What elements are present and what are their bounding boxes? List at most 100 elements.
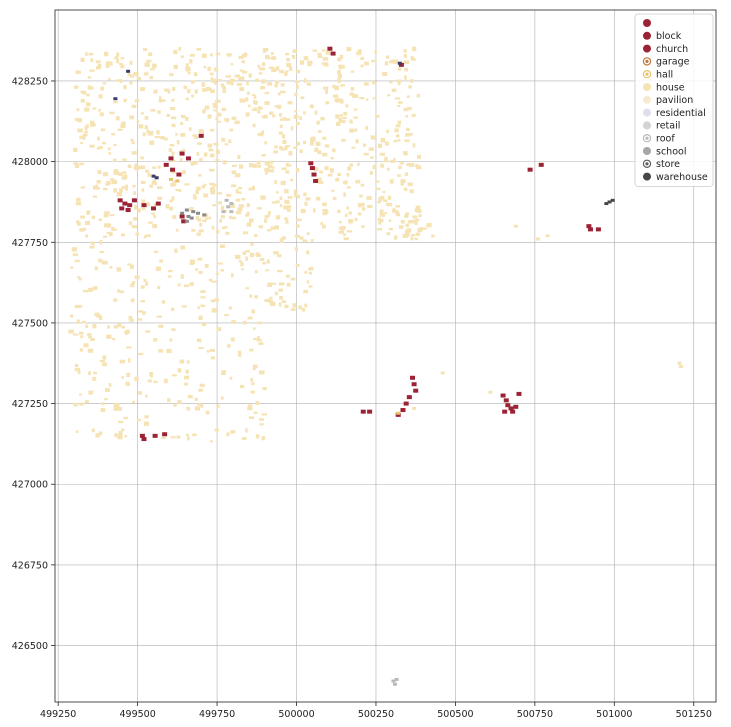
building-house <box>342 65 346 69</box>
building-house <box>99 112 104 117</box>
building-house <box>132 400 135 404</box>
building-house <box>200 296 206 299</box>
building-house <box>204 105 210 110</box>
building-house <box>246 203 251 208</box>
building-house <box>257 110 261 114</box>
building-house <box>355 179 361 184</box>
building-house <box>379 209 384 214</box>
building-house <box>230 430 236 434</box>
plot-frame <box>54 9 717 703</box>
building-house <box>365 125 369 131</box>
building-warehouse <box>604 202 609 206</box>
building-house <box>285 70 289 73</box>
building-house <box>187 436 190 441</box>
building-house <box>292 49 297 53</box>
building-house <box>143 72 149 76</box>
building-house <box>318 181 324 184</box>
building-house <box>386 232 391 236</box>
building-house <box>337 69 341 75</box>
building-roof <box>221 210 226 214</box>
building-house <box>290 178 294 182</box>
building-school <box>189 216 194 220</box>
building-house <box>171 328 176 331</box>
building-house <box>267 164 273 169</box>
building-house <box>193 72 198 77</box>
building-house <box>357 49 362 54</box>
building-house <box>207 114 212 117</box>
building-house <box>229 78 235 83</box>
building-house <box>161 99 166 102</box>
building-house <box>391 59 396 63</box>
building-house <box>156 130 160 135</box>
building-house <box>416 165 422 170</box>
building-house <box>89 122 95 127</box>
building-house <box>79 228 84 232</box>
building-house <box>171 307 175 312</box>
building-house <box>85 102 91 107</box>
building-house <box>219 218 223 223</box>
building-house <box>143 278 147 282</box>
building-house <box>406 234 410 237</box>
building-house <box>374 50 378 54</box>
building-house <box>147 173 151 177</box>
building-house <box>249 252 255 258</box>
building-house <box>321 224 326 229</box>
building-house <box>405 212 409 216</box>
building-house <box>357 212 362 216</box>
building-house <box>286 164 292 167</box>
building-house <box>304 270 308 274</box>
building-house <box>68 329 74 334</box>
building-house <box>161 300 166 304</box>
building-house <box>242 320 247 325</box>
building-house <box>155 266 161 271</box>
building-house <box>404 67 409 72</box>
building-house <box>157 196 162 200</box>
building-house <box>89 86 94 90</box>
building-house <box>256 321 262 325</box>
building-house <box>248 162 253 168</box>
building-house <box>278 282 285 286</box>
building-house <box>79 162 85 166</box>
building-house <box>214 298 220 302</box>
building-house <box>324 209 329 215</box>
building-house <box>285 52 289 56</box>
building-block <box>117 198 123 203</box>
building-house <box>248 416 254 419</box>
building-house <box>354 94 359 98</box>
building-house <box>349 128 355 133</box>
y-tick-label: 427000 <box>12 480 48 491</box>
building-house <box>134 99 140 103</box>
building-house <box>212 183 217 187</box>
building-house <box>129 115 135 120</box>
building-house <box>191 94 195 98</box>
building-block <box>403 401 409 406</box>
building-house <box>220 215 225 219</box>
building-house <box>400 179 406 184</box>
building-house <box>264 54 270 60</box>
building-house <box>145 169 150 173</box>
building-house <box>75 430 79 433</box>
building-house <box>116 267 122 272</box>
building-house <box>248 73 252 78</box>
building-house <box>260 79 267 84</box>
building-house <box>140 156 145 160</box>
building-house <box>348 211 352 215</box>
building-residential <box>154 176 159 180</box>
building-house <box>170 171 177 174</box>
x-axis: 499250 499500 499750 500000 500250 500500 5007… <box>40 702 712 720</box>
building-house <box>397 104 401 108</box>
building-house <box>198 271 203 275</box>
building-house <box>134 166 139 171</box>
building-house <box>216 112 222 117</box>
building-house <box>113 158 117 163</box>
building-house <box>406 223 409 227</box>
building-house <box>222 90 227 93</box>
building-block <box>141 203 147 208</box>
building-house <box>261 115 265 118</box>
building-house <box>261 436 266 441</box>
building-house <box>416 93 420 98</box>
building-house <box>117 289 120 293</box>
building-house <box>337 57 342 62</box>
building-house <box>235 254 241 260</box>
building-house <box>79 348 84 352</box>
